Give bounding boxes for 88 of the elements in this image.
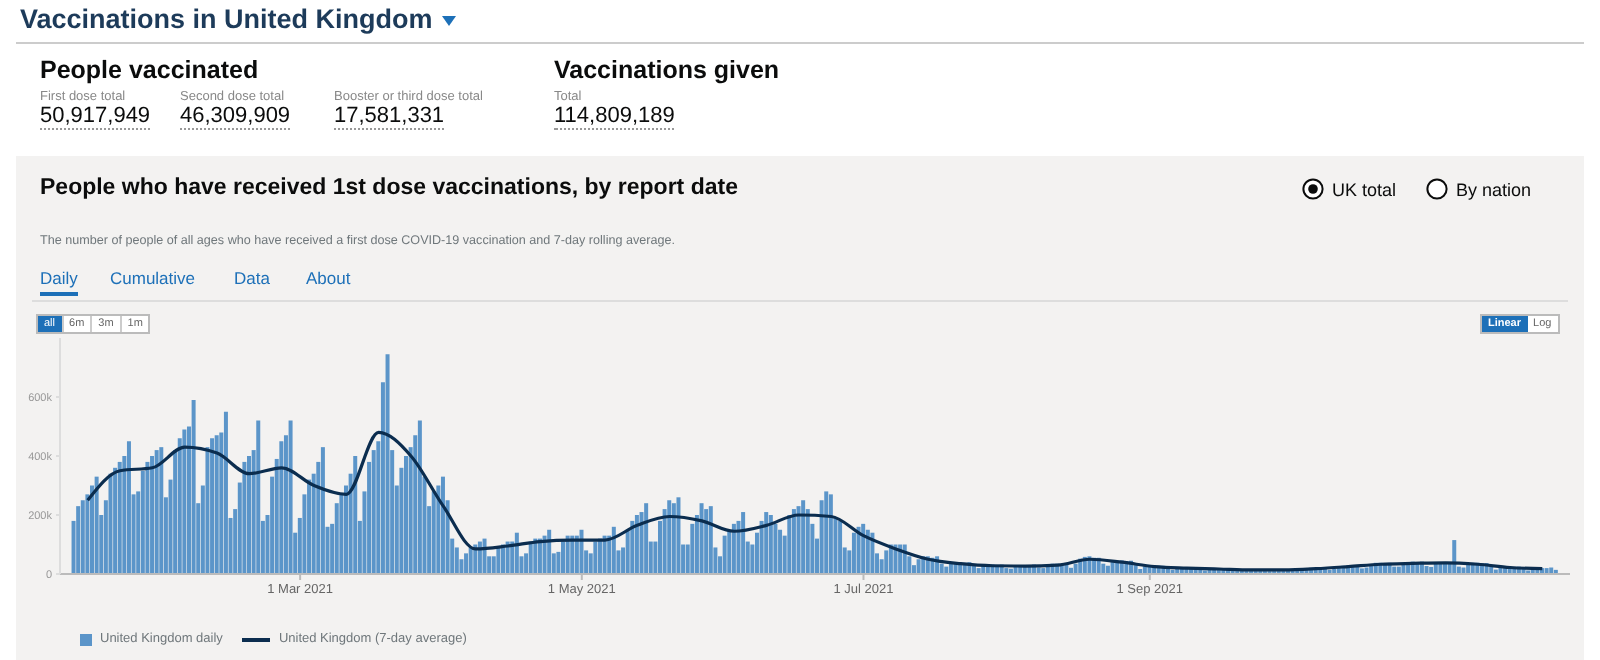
bar	[824, 491, 829, 574]
bar	[561, 541, 566, 574]
bar	[150, 456, 155, 574]
bar	[288, 420, 293, 574]
bar	[884, 550, 889, 574]
text: 17,581,331	[334, 104, 445, 130]
text: 50,917,949	[40, 104, 151, 130]
text: People vaccinated	[40, 56, 259, 84]
bar	[159, 447, 164, 574]
bar	[214, 435, 219, 574]
bar	[630, 520, 635, 574]
bar	[787, 515, 792, 574]
bar	[182, 429, 187, 574]
bar	[667, 500, 672, 574]
bar	[722, 535, 727, 574]
bar	[708, 506, 713, 574]
text: 46,309,909	[180, 104, 291, 130]
bar	[727, 529, 732, 574]
bar	[76, 506, 81, 574]
bar	[145, 461, 150, 574]
bar	[731, 523, 736, 574]
bar	[496, 547, 501, 574]
text: About	[306, 268, 351, 292]
bar	[307, 479, 312, 574]
bar	[671, 503, 676, 574]
bar	[210, 438, 215, 574]
bar	[117, 461, 122, 574]
text: UK total	[1330, 178, 1397, 200]
bar	[759, 520, 764, 574]
bar	[838, 520, 843, 574]
bar	[676, 497, 681, 574]
bar	[431, 491, 436, 574]
bar	[90, 485, 95, 574]
bar	[468, 547, 473, 574]
bar	[690, 523, 695, 574]
bar	[764, 512, 769, 574]
text: Vaccinations in United Kingdom	[20, 4, 433, 34]
bar	[464, 553, 469, 574]
bar	[625, 529, 630, 574]
bar	[242, 461, 247, 574]
bar	[334, 503, 339, 574]
bar	[699, 503, 704, 574]
text: Cumulative	[110, 268, 196, 292]
bar	[828, 494, 833, 574]
text: By nation	[1454, 178, 1532, 200]
bar	[320, 447, 325, 574]
bar	[385, 354, 390, 574]
bar	[417, 420, 422, 574]
bar	[126, 441, 131, 574]
bar	[339, 494, 344, 574]
bar	[916, 559, 921, 574]
bar	[741, 512, 746, 574]
bar	[851, 532, 856, 574]
bar	[113, 467, 118, 574]
bar	[247, 456, 252, 574]
bar	[353, 456, 358, 574]
bar	[736, 520, 741, 574]
bar	[611, 526, 616, 574]
line-series	[86, 430, 1544, 572]
bar	[634, 515, 639, 574]
bar	[801, 500, 806, 574]
bar	[256, 420, 261, 574]
bar	[704, 509, 709, 574]
bar	[440, 476, 445, 574]
bar	[94, 476, 99, 574]
bar	[791, 509, 796, 574]
bar	[80, 500, 85, 574]
text: Vaccinations given	[554, 56, 780, 84]
bar	[491, 556, 496, 574]
bar	[644, 503, 649, 574]
bar	[778, 529, 783, 574]
text: Data	[234, 268, 270, 292]
text: Daily	[40, 268, 78, 296]
bar	[140, 470, 145, 574]
chart-title: People who have received 1st dose vaccinations, by report date	[40, 176, 738, 200]
bar	[436, 485, 441, 574]
bar	[223, 411, 228, 574]
bar	[279, 441, 284, 574]
text: 114,809,189	[554, 104, 675, 130]
bar	[454, 547, 459, 574]
bar	[768, 515, 773, 574]
bar	[108, 473, 113, 574]
bar	[773, 523, 778, 574]
bar	[154, 450, 159, 574]
bar	[85, 494, 90, 574]
bar	[861, 523, 866, 574]
bar	[191, 399, 196, 574]
bar	[796, 506, 801, 574]
